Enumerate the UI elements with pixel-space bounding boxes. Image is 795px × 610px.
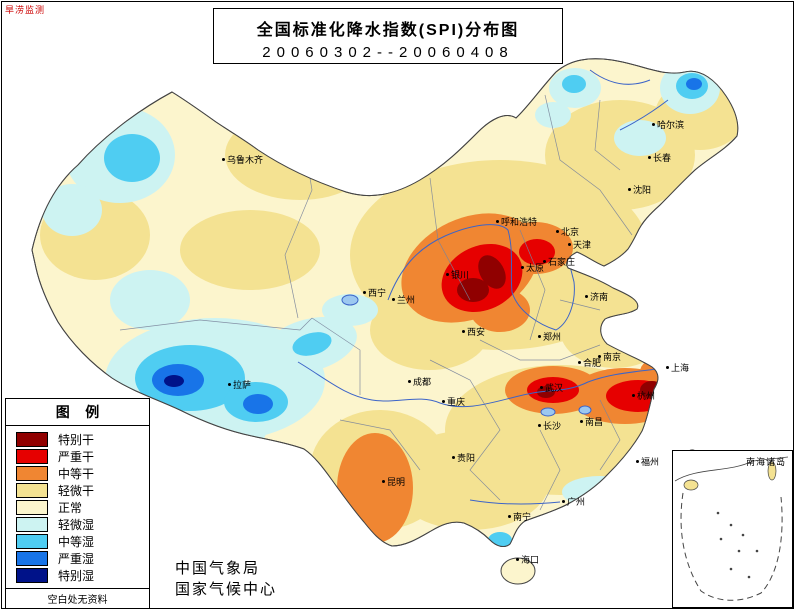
legend-item: 轻微干 [16, 482, 149, 499]
legend-item-label: 中等湿 [58, 535, 95, 549]
hainan-island [500, 557, 536, 585]
legend: 图 例 特别干严重干中等干轻微干正常轻微湿中等湿严重湿特别湿 空白处无资料 [5, 398, 150, 609]
footer: 中国气象局 国家气候中心 [175, 558, 277, 600]
legend-item: 特别干 [16, 431, 149, 448]
corner-note: 旱涝监测 [5, 5, 46, 15]
legend-color-chip [16, 500, 48, 515]
legend-item-label: 特别湿 [58, 569, 95, 583]
legend-color-chip [16, 483, 48, 498]
south-china-sea-inset: 南海诸岛 [672, 450, 793, 608]
national-boundary [31, 58, 739, 548]
legend-item: 中等干 [16, 465, 149, 482]
legend-color-chip [16, 517, 48, 532]
legend-item: 轻微湿 [16, 516, 149, 533]
legend-item-label: 严重湿 [58, 552, 95, 566]
inset-islands [716, 511, 759, 579]
footer-org-1: 中国气象局 [175, 560, 261, 577]
inset-map [674, 456, 789, 601]
inset-label: 南海诸岛 [745, 457, 786, 467]
legend-item-label: 轻微湿 [58, 518, 95, 532]
rivers [297, 69, 669, 505]
legend-item-label: 特别干 [58, 433, 95, 447]
legend-color-chip [16, 551, 48, 566]
legend-color-chip [16, 432, 48, 447]
legend-color-chip [16, 449, 48, 464]
legend-items: 特别干严重干中等干轻微干正常轻微湿中等湿严重湿特别湿 [6, 426, 149, 588]
legend-item: 正常 [16, 499, 149, 516]
legend-color-chip [16, 568, 48, 583]
date-range: 20060302--20060408 [262, 44, 514, 61]
legend-item-label: 中等干 [58, 467, 95, 481]
legend-item: 严重干 [16, 448, 149, 465]
extremely-dry-regions [457, 255, 664, 399]
inset-hainan [683, 479, 699, 491]
legend-item-label: 轻微干 [58, 484, 95, 498]
legend-item: 中等湿 [16, 533, 149, 550]
legend-item: 特别湿 [16, 567, 149, 584]
inset-coastline [674, 456, 789, 482]
extremely-wet-regions [164, 375, 184, 387]
legend-color-chip [16, 534, 48, 549]
footer-org-2: 国家气候中心 [175, 581, 278, 598]
legend-title: 图 例 [6, 399, 149, 426]
legend-item: 严重湿 [16, 550, 149, 567]
legend-color-chip [16, 466, 48, 481]
title-box: 全国标准化降水指数(SPI)分布图 20060302--20060408 [213, 8, 563, 64]
legend-item-label: 正常 [58, 501, 83, 515]
map-title: 全国标准化降水指数(SPI)分布图 [256, 22, 520, 39]
inset-taiwan [767, 461, 777, 481]
legend-item-label: 严重干 [58, 450, 95, 464]
legend-footnote: 空白处无资料 [6, 588, 149, 608]
inset-dashed-boundary [680, 492, 783, 601]
